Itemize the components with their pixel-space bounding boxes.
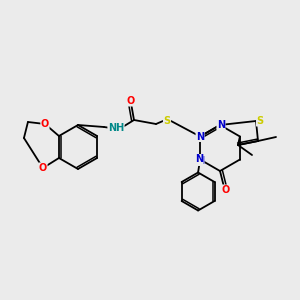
Text: S: S [164,116,171,126]
Text: N: N [196,155,204,166]
Text: S: S [256,116,264,126]
Text: N: N [196,131,204,142]
Text: O: O [222,185,230,195]
Text: N: N [195,154,203,164]
Text: N: N [217,120,225,130]
Text: NH: NH [108,123,124,133]
Text: O: O [127,96,135,106]
Text: O: O [39,163,47,173]
Text: O: O [41,119,49,129]
